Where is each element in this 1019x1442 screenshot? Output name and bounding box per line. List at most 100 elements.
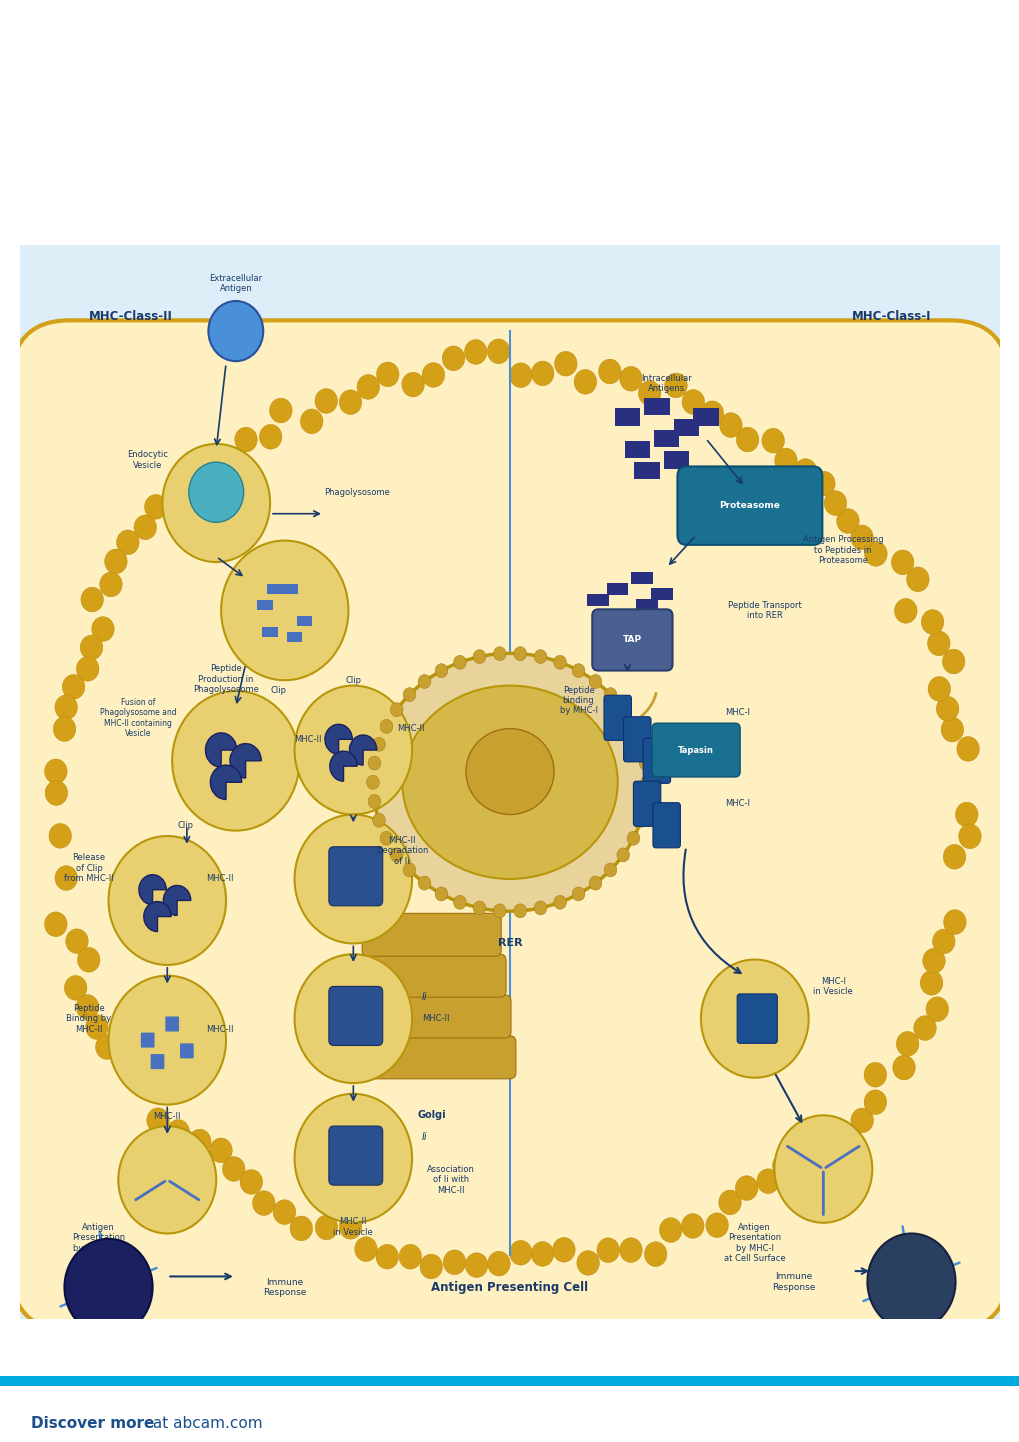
Text: discover more: discover more xyxy=(769,200,888,218)
Circle shape xyxy=(86,1015,108,1040)
Circle shape xyxy=(473,901,485,916)
Circle shape xyxy=(435,887,447,901)
Circle shape xyxy=(514,647,526,660)
FancyArrowPatch shape xyxy=(902,1226,910,1279)
Circle shape xyxy=(896,1031,918,1056)
Circle shape xyxy=(372,813,385,828)
Circle shape xyxy=(123,1043,146,1069)
Circle shape xyxy=(234,427,257,451)
Circle shape xyxy=(942,649,964,673)
Circle shape xyxy=(639,756,651,770)
Text: Fusion of
Phagolysosome and
MHC-II containing
Vesicle: Fusion of Phagolysosome and MHC-II conta… xyxy=(100,698,176,738)
Text: Endocytic
Vesicle: Endocytic Vesicle xyxy=(127,450,168,470)
Circle shape xyxy=(863,1090,886,1115)
Circle shape xyxy=(116,531,139,555)
Circle shape xyxy=(380,720,392,734)
Ellipse shape xyxy=(401,685,618,880)
Text: Peptide
Production in
Phagolysosome: Peptide Production in Phagolysosome xyxy=(193,665,259,694)
Circle shape xyxy=(627,720,639,734)
Circle shape xyxy=(162,444,270,562)
Ellipse shape xyxy=(466,728,553,815)
Circle shape xyxy=(239,1169,262,1194)
Circle shape xyxy=(510,1240,532,1265)
Circle shape xyxy=(892,1056,914,1080)
Bar xyxy=(616,610,638,622)
Circle shape xyxy=(148,1079,170,1103)
Circle shape xyxy=(574,369,596,394)
Wedge shape xyxy=(210,766,242,799)
Circle shape xyxy=(510,363,532,388)
Circle shape xyxy=(81,587,103,611)
Circle shape xyxy=(487,1252,510,1276)
Circle shape xyxy=(616,702,629,717)
Bar xyxy=(673,420,698,437)
Text: MHC-II: MHC-II xyxy=(206,1025,233,1034)
FancyBboxPatch shape xyxy=(623,717,650,761)
Circle shape xyxy=(55,695,77,720)
Circle shape xyxy=(756,1169,779,1194)
FancyBboxPatch shape xyxy=(677,466,821,545)
Circle shape xyxy=(167,1119,190,1145)
Circle shape xyxy=(894,598,916,623)
Circle shape xyxy=(598,359,621,384)
Circle shape xyxy=(773,1115,871,1223)
FancyArrowPatch shape xyxy=(913,1263,959,1280)
Circle shape xyxy=(147,1107,169,1132)
Circle shape xyxy=(473,649,485,663)
FancyBboxPatch shape xyxy=(141,1032,155,1048)
Circle shape xyxy=(53,717,75,741)
Text: Clip: Clip xyxy=(270,686,285,695)
Circle shape xyxy=(108,836,226,965)
Circle shape xyxy=(718,1190,741,1214)
Circle shape xyxy=(850,1107,872,1133)
Circle shape xyxy=(259,424,281,448)
Circle shape xyxy=(487,339,510,363)
Circle shape xyxy=(401,372,424,397)
Text: MHC-II: MHC-II xyxy=(397,724,425,733)
Circle shape xyxy=(817,1139,840,1164)
Circle shape xyxy=(771,1154,794,1178)
Circle shape xyxy=(682,389,704,414)
Text: Proteasome: Proteasome xyxy=(718,500,780,509)
Circle shape xyxy=(81,634,103,660)
Circle shape xyxy=(222,1156,245,1181)
Circle shape xyxy=(906,567,928,591)
Text: at abcam.com: at abcam.com xyxy=(148,1416,262,1430)
Circle shape xyxy=(403,688,416,702)
Circle shape xyxy=(639,795,651,809)
FancyBboxPatch shape xyxy=(592,610,672,671)
Circle shape xyxy=(133,515,156,539)
Text: Phagolysosome: Phagolysosome xyxy=(324,487,389,496)
Circle shape xyxy=(735,1175,757,1200)
Circle shape xyxy=(77,947,100,972)
Circle shape xyxy=(627,831,639,845)
Circle shape xyxy=(935,696,958,721)
Circle shape xyxy=(366,776,379,789)
Text: MHC-II: MHC-II xyxy=(294,735,322,744)
Circle shape xyxy=(553,655,566,669)
Circle shape xyxy=(531,360,553,386)
Circle shape xyxy=(634,813,647,828)
Text: Antigen
Presentation
by MHC-II at
Cell Surface: Antigen Presentation by MHC-II at Cell S… xyxy=(72,1223,125,1263)
Circle shape xyxy=(210,1138,232,1162)
Circle shape xyxy=(422,362,444,388)
Circle shape xyxy=(357,375,379,399)
Circle shape xyxy=(418,675,430,688)
Text: MHC-Class-II: MHC-Class-II xyxy=(89,310,172,323)
Circle shape xyxy=(208,301,263,360)
Text: RER: RER xyxy=(497,939,522,949)
Text: Extracellular
Antigen: Extracellular Antigen xyxy=(209,274,262,294)
FancyArrowPatch shape xyxy=(169,1181,199,1200)
FancyBboxPatch shape xyxy=(651,724,740,777)
Circle shape xyxy=(922,949,945,973)
Circle shape xyxy=(659,1217,682,1243)
Circle shape xyxy=(866,1233,955,1330)
Circle shape xyxy=(221,541,348,681)
FancyBboxPatch shape xyxy=(328,846,382,906)
Circle shape xyxy=(943,845,965,870)
Circle shape xyxy=(368,795,380,809)
Bar xyxy=(663,451,689,469)
Bar xyxy=(281,584,298,594)
Text: Golgi: Golgi xyxy=(417,1110,445,1120)
Circle shape xyxy=(464,339,486,365)
